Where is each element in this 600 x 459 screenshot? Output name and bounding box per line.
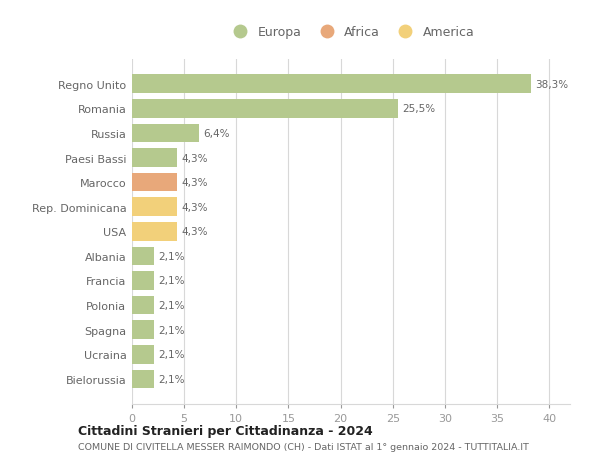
Text: 2,1%: 2,1% — [158, 325, 185, 335]
Text: 2,1%: 2,1% — [158, 276, 185, 286]
Bar — [132, 75, 532, 94]
Text: 6,4%: 6,4% — [203, 129, 229, 139]
Text: 2,1%: 2,1% — [158, 350, 185, 359]
Bar — [132, 321, 154, 339]
Bar — [132, 370, 154, 388]
Legend: Europa, Africa, America: Europa, Africa, America — [223, 21, 479, 44]
Bar — [132, 198, 177, 217]
Bar — [132, 296, 154, 314]
Bar — [132, 223, 177, 241]
Text: 2,1%: 2,1% — [158, 301, 185, 310]
Text: COMUNE DI CIVITELLA MESSER RAIMONDO (CH) - Dati ISTAT al 1° gennaio 2024 - TUTTI: COMUNE DI CIVITELLA MESSER RAIMONDO (CH)… — [78, 442, 529, 451]
Text: 38,3%: 38,3% — [536, 79, 569, 90]
Text: 4,3%: 4,3% — [181, 202, 208, 212]
Bar — [132, 247, 154, 266]
Text: 4,3%: 4,3% — [181, 178, 208, 188]
Text: 4,3%: 4,3% — [181, 153, 208, 163]
Text: 25,5%: 25,5% — [402, 104, 435, 114]
Text: 4,3%: 4,3% — [181, 227, 208, 237]
Text: 2,1%: 2,1% — [158, 252, 185, 261]
Bar — [132, 272, 154, 290]
Bar — [132, 174, 177, 192]
Text: Cittadini Stranieri per Cittadinanza - 2024: Cittadini Stranieri per Cittadinanza - 2… — [78, 424, 373, 437]
Text: 2,1%: 2,1% — [158, 374, 185, 384]
Bar — [132, 149, 177, 168]
Bar — [132, 345, 154, 364]
Bar — [132, 100, 398, 118]
Bar — [132, 124, 199, 143]
